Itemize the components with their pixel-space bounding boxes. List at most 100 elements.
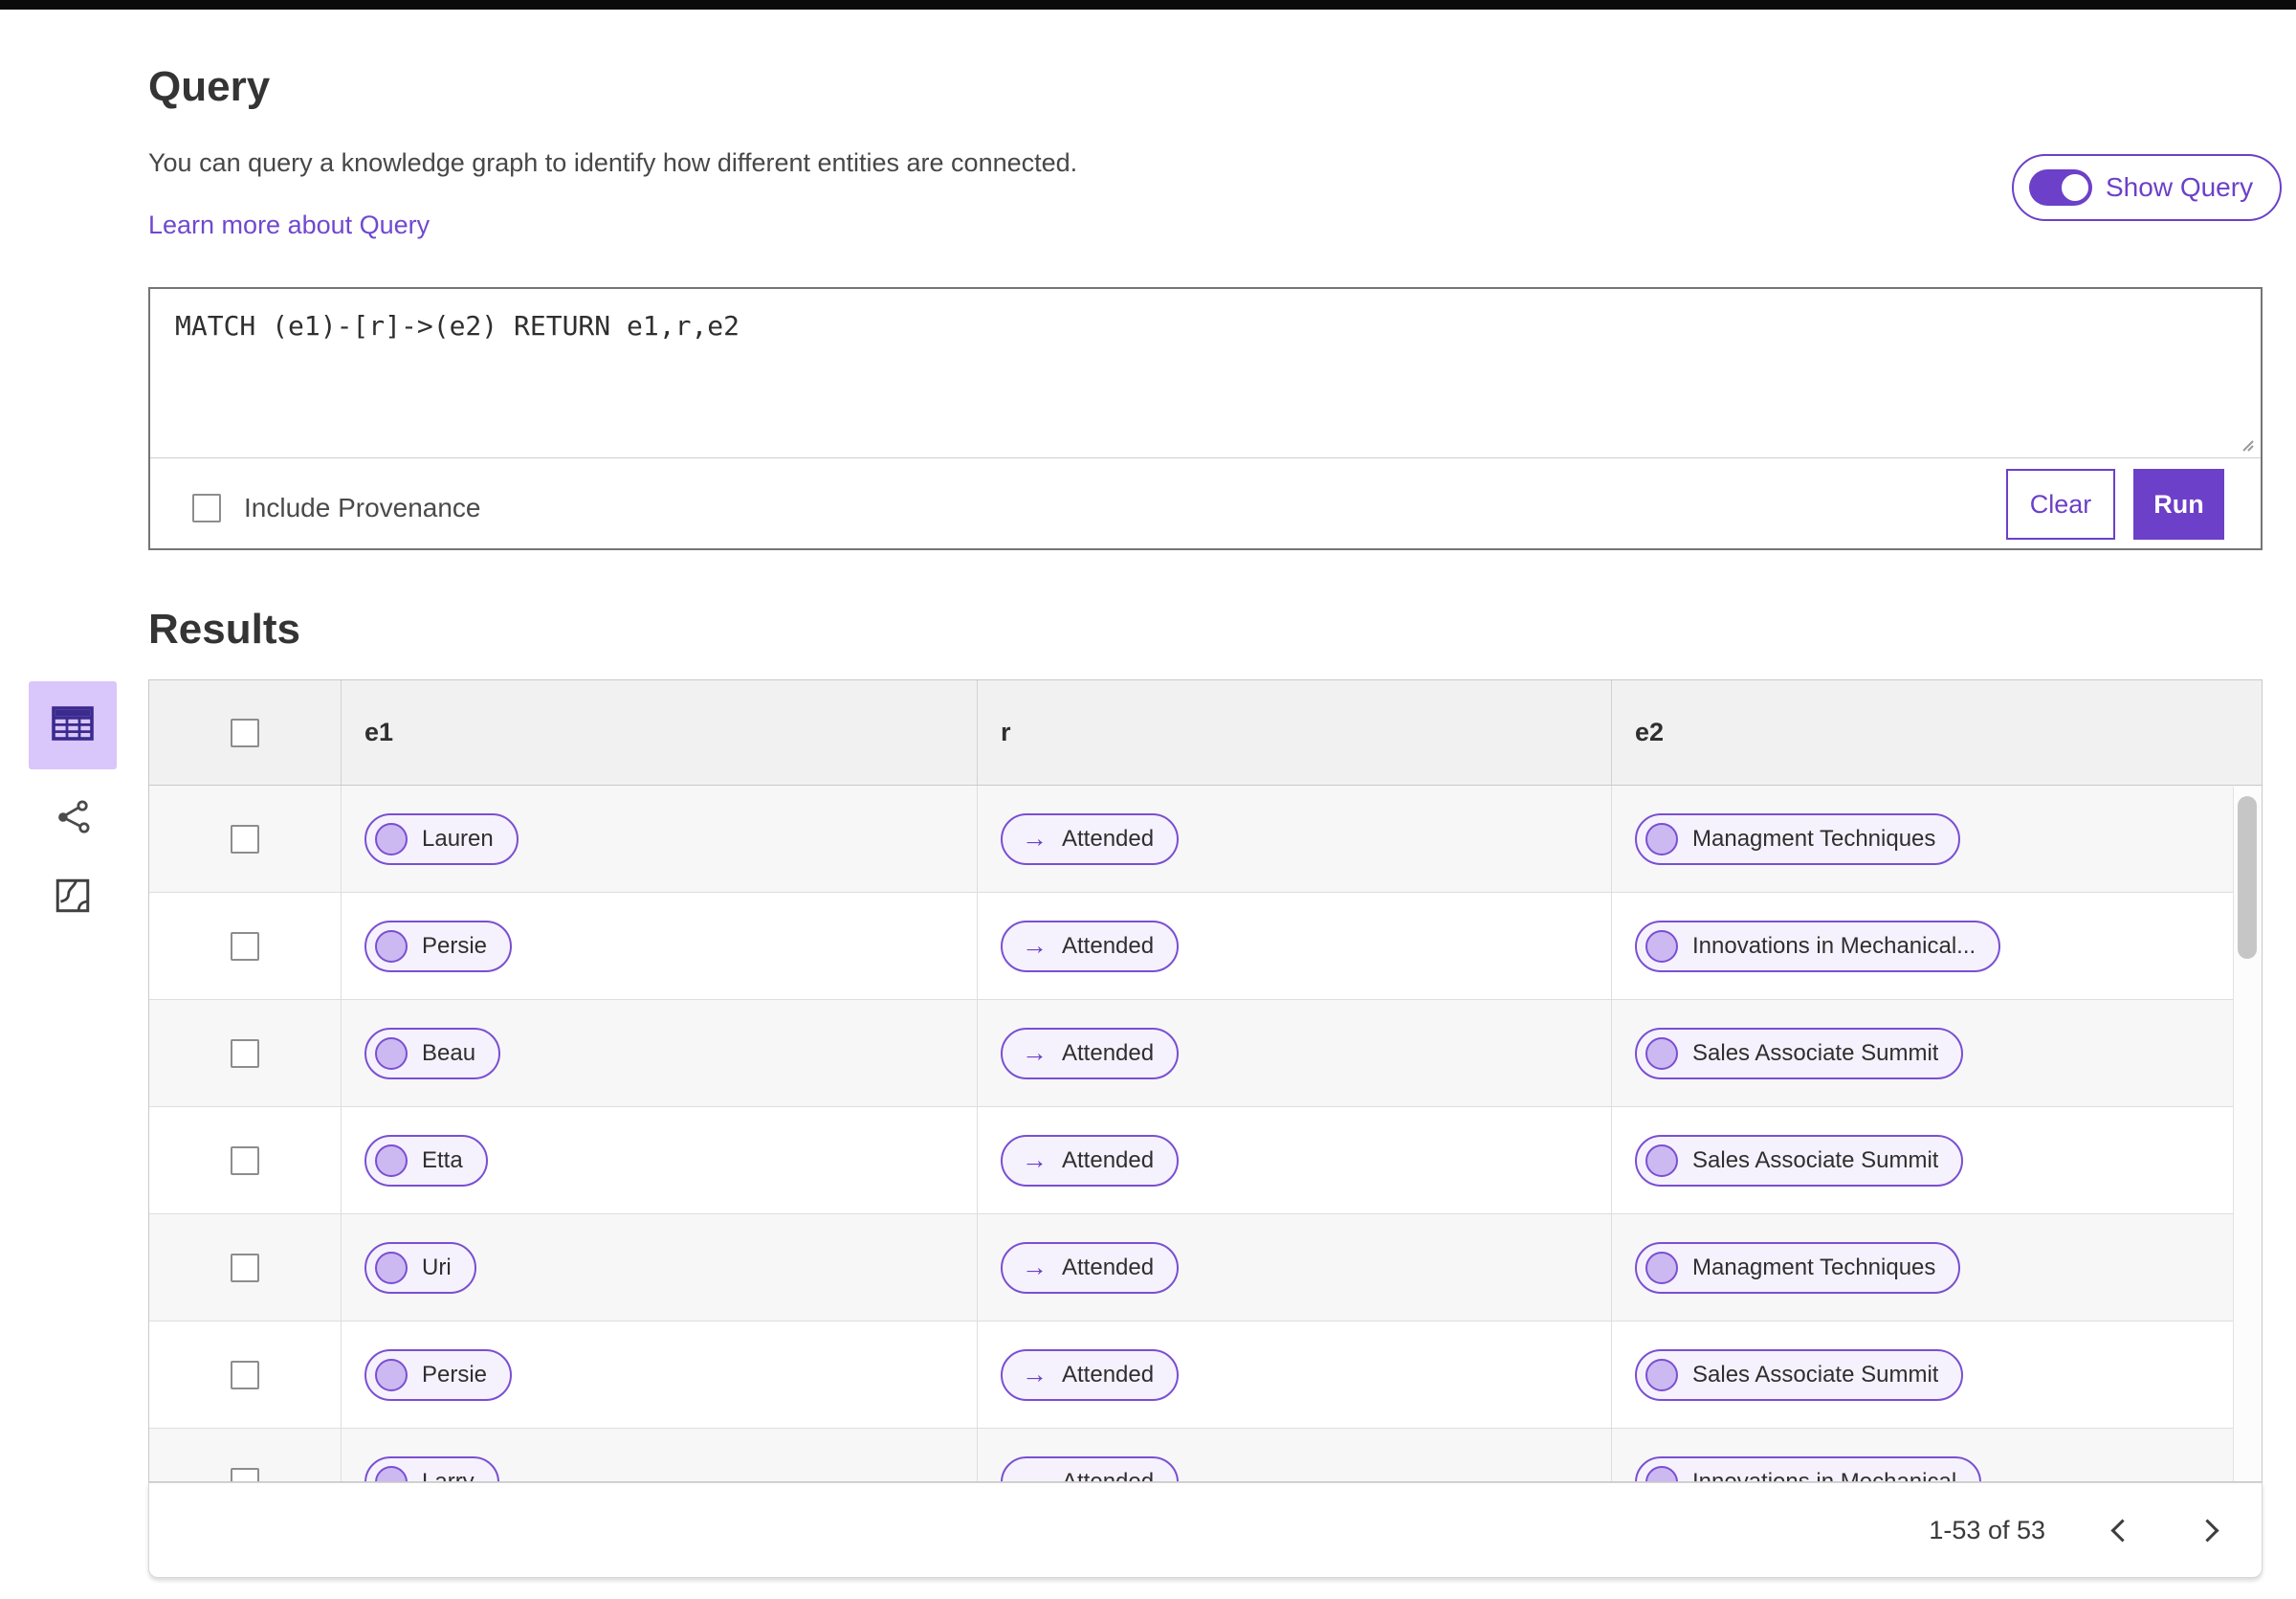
entity-pill[interactable]: Sales Associate Summit — [1635, 1348, 1964, 1401]
column-header-e1: e1 — [341, 680, 977, 785]
pill-label: Attended — [1062, 1361, 1155, 1388]
entity-cell: Managment Techniques — [1611, 1214, 2233, 1321]
learn-more-link[interactable]: Learn more about Query — [148, 211, 430, 239]
row-checkbox[interactable] — [231, 1467, 259, 1481]
entity-pill[interactable]: Sales Associate Summit — [1635, 1134, 1964, 1187]
pill-label: Attended — [1062, 1039, 1155, 1066]
toggle-knob — [2060, 172, 2090, 203]
entity-cell: Uri — [341, 1214, 977, 1321]
chevron-left-icon[interactable] — [2110, 1518, 2134, 1543]
row-checkbox[interactable] — [231, 1253, 259, 1282]
entity-cell: Sales Associate Summit — [1611, 1000, 2233, 1106]
toggle-on-icon[interactable] — [2029, 169, 2092, 206]
entity-pill[interactable]: Managment Techniques — [1635, 1241, 1961, 1294]
pill-label: Attended — [1062, 932, 1155, 959]
pill-label: Persie — [422, 1361, 488, 1388]
entity-pill[interactable]: Lauren — [364, 812, 519, 865]
arrow-right-icon: → — [1022, 931, 1048, 960]
entity-node-icon — [375, 1251, 408, 1284]
entity-cell: Sales Associate Summit — [1611, 1107, 2233, 1213]
entity-pill[interactable]: Sales Associate Summit — [1635, 1027, 1964, 1079]
show-query-label: Show Query — [2106, 172, 2254, 202]
run-button[interactable]: Run — [2133, 469, 2224, 540]
table-row: Etta → Attended Sales Associate Summit — [149, 1107, 2262, 1214]
row-checkbox[interactable] — [231, 1145, 259, 1175]
entity-cell: Persie — [341, 893, 977, 999]
table-header-row: e1 r e2 — [149, 680, 2262, 786]
relation-pill[interactable]: → Attended — [1001, 1348, 1180, 1401]
relation-cell: → Attended — [977, 1000, 1611, 1106]
table-view-icon — [50, 702, 96, 749]
entity-node-icon — [1645, 1144, 1678, 1177]
chevron-right-icon[interactable] — [2196, 1518, 2219, 1543]
column-header-r: r — [977, 680, 1611, 785]
select-all-checkbox[interactable] — [231, 718, 259, 747]
table-row: Lauren → Attended Managment Techniques — [149, 786, 2262, 893]
pill-label: Lauren — [422, 825, 494, 852]
entity-cell: Innovations in Mechanical... — [1611, 893, 2233, 999]
query-editor-card: MATCH (e1)-[r]->(e2) RETURN e1,r,e2 Incl… — [148, 287, 2263, 550]
relation-pill[interactable]: → Attended — [1001, 1455, 1180, 1482]
arrow-right-icon: → — [1022, 1360, 1048, 1388]
entity-pill[interactable]: Etta — [364, 1134, 488, 1187]
clear-button[interactable]: Clear — [2006, 469, 2115, 540]
pill-label: Persie — [422, 932, 488, 959]
row-checkbox[interactable] — [231, 931, 259, 961]
pill-label: Sales Associate Summit — [1692, 1361, 1939, 1388]
results-table: e1 r e2 Lauren → Attended Managment Techniq… — [148, 679, 2263, 1482]
row-checkbox[interactable] — [231, 1360, 259, 1389]
entity-node-icon — [375, 1465, 408, 1481]
entity-cell: Managment Techniques — [1611, 786, 2233, 892]
table-scrollbar[interactable] — [2233, 787, 2262, 1481]
entity-pill[interactable]: Innovations in Mechanical — [1635, 1455, 1982, 1481]
pill-label: Attended — [1062, 1254, 1155, 1280]
row-checkbox-cell — [149, 1107, 341, 1213]
pill-label: Attended — [1062, 1146, 1155, 1173]
map-view-button[interactable] — [29, 869, 117, 926]
row-checkbox-cell — [149, 1000, 341, 1106]
relation-cell: → Attended — [977, 1429, 1611, 1482]
pill-label: Managment Techniques — [1692, 825, 1936, 852]
arrow-right-icon: → — [1022, 1145, 1048, 1174]
include-provenance-checkbox[interactable] — [192, 494, 221, 522]
show-query-toggle-button[interactable]: Show Query — [2012, 154, 2283, 221]
entity-pill[interactable]: Innovations in Mechanical... — [1635, 920, 2001, 972]
entity-cell: Innovations in Mechanical — [1611, 1429, 2233, 1481]
pill-label: Sales Associate Summit — [1692, 1039, 1939, 1066]
relation-pill[interactable]: → Attended — [1001, 920, 1180, 972]
relation-pill[interactable]: → Attended — [1001, 1027, 1180, 1079]
entity-cell: Etta — [341, 1107, 977, 1213]
entity-pill[interactable]: Persie — [364, 1348, 513, 1401]
scrollbar-thumb[interactable] — [2238, 796, 2257, 959]
entity-node-icon — [375, 1144, 408, 1177]
table-view-button[interactable] — [29, 681, 117, 769]
window-top-border — [0, 0, 2296, 10]
query-input[interactable]: MATCH (e1)-[r]->(e2) RETURN e1,r,e2 — [175, 310, 740, 342]
row-checkbox[interactable] — [231, 824, 259, 854]
entity-node-icon — [1645, 1036, 1678, 1070]
entity-pill[interactable]: Larry — [364, 1455, 499, 1482]
resize-grip-icon[interactable] — [2237, 434, 2256, 454]
table-row: Larry → Attended Innovations in Mechanical — [149, 1429, 2262, 1482]
entity-pill[interactable]: Persie — [364, 920, 513, 972]
query-card-divider — [150, 457, 2261, 458]
entity-pill[interactable]: Beau — [364, 1027, 501, 1079]
relation-pill[interactable]: → Attended — [1001, 1134, 1180, 1187]
pagination-bar: 1-53 of 53 — [148, 1482, 2263, 1578]
pill-label: Attended — [1062, 1468, 1155, 1482]
entity-pill[interactable]: Uri — [364, 1241, 476, 1294]
select-all-cell — [149, 680, 341, 785]
row-checkbox[interactable] — [231, 1038, 259, 1068]
pill-label: Larry — [422, 1468, 475, 1482]
entity-pill[interactable]: Managment Techniques — [1635, 812, 1961, 865]
arrow-right-icon: → — [1022, 1467, 1048, 1482]
graph-view-button[interactable] — [29, 790, 117, 848]
arrow-right-icon: → — [1022, 824, 1048, 853]
pagination-range: 1-53 of 53 — [1929, 1515, 2045, 1544]
query-description: You can query a knowledge graph to ident… — [148, 148, 1078, 177]
relation-pill[interactable]: → Attended — [1001, 1241, 1180, 1294]
relation-cell: → Attended — [977, 1107, 1611, 1213]
relation-pill[interactable]: → Attended — [1001, 812, 1180, 865]
column-header-e2: e2 — [1611, 680, 2233, 785]
